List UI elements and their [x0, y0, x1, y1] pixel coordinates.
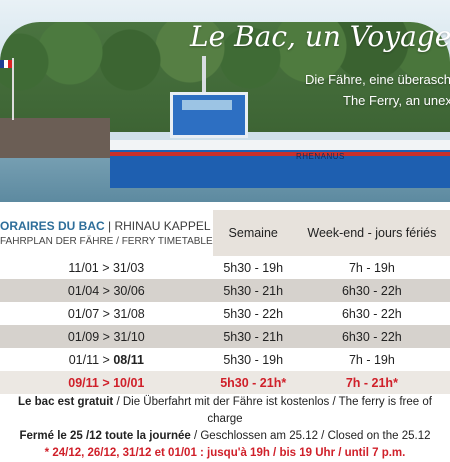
french-flag-icon	[0, 60, 12, 68]
ferry-cabin-window	[182, 100, 232, 110]
table-row: 11/01 > 31/03 5h30 - 19h 7h - 19h	[0, 256, 450, 279]
note-closed: Fermé le 25 /12 toute la journée / Gesch…	[0, 428, 450, 445]
period-end: 08/11	[113, 352, 144, 367]
period-cell: 11/01 > 31/03	[0, 256, 213, 279]
week-hours-cell: 5h30 - 19h	[212, 256, 294, 279]
weekend-hours-cell: 7h - 19h	[293, 348, 450, 371]
week-hours-cell: 5h30 - 19h	[212, 348, 294, 371]
ferry-mast	[202, 56, 206, 96]
weekend-hours-cell: 6h30 - 22h	[293, 302, 450, 325]
dock-barge	[0, 118, 110, 158]
timetable-heading-main: ORAIRES DU BAC	[0, 219, 105, 233]
ferry-cabin	[170, 92, 248, 138]
week-hours-cell: 5h30 - 22h	[212, 302, 294, 325]
week-hours-cell: 5h30 - 21h*	[212, 371, 294, 394]
flagpole	[12, 58, 14, 120]
weekend-hours-cell: 7h - 19h	[293, 256, 450, 279]
ferry-hull-stripe	[110, 152, 450, 156]
column-header-week: Semaine	[212, 210, 294, 256]
column-header-weekend: Week-end - jours fériés	[293, 210, 450, 256]
timetable-heading: ORAIRES DU BAC | RHINAU KAPPEL FAHRPLAN …	[0, 210, 213, 256]
timetable-heading-sub: FAHRPLAN DER FÄHRE / FERRY TIMETABLE	[0, 236, 213, 247]
hero-title: Le Bac, un Voyage inatt	[190, 20, 450, 53]
table-row: 01/11 > 08/11 5h30 - 19h 7h - 19h	[0, 348, 450, 371]
note-free-bold: Le bac est gratuit	[18, 396, 114, 408]
ferry-timetable: ORAIRES DU BAC | RHINAU KAPPEL FAHRPLAN …	[0, 210, 450, 394]
week-hours-cell: 5h30 - 21h	[212, 325, 294, 348]
week-hours-cell: 5h30 - 21h	[212, 279, 294, 302]
ship-name: RHENANUS	[296, 152, 345, 161]
weekend-hours-cell: 6h30 - 22h	[293, 325, 450, 348]
period-cell: 01/09 > 31/10	[0, 325, 213, 348]
timetable-header: ORAIRES DU BAC | RHINAU KAPPEL FAHRPLAN …	[0, 210, 450, 256]
weekend-hours-cell: 6h30 - 22h	[293, 279, 450, 302]
timetable-notes: Le bac est gratuit / Die Überfahrt mit d…	[0, 394, 450, 462]
hero-subtitle-en: The Ferry, an unexpec	[343, 93, 450, 108]
note-closed-rest: / Geschlossen am 25.12 / Closed on the 2…	[190, 430, 431, 442]
period-cell: 01/11 > 08/11	[0, 348, 213, 371]
table-row: 01/07 > 31/08 5h30 - 22h 6h30 - 22h	[0, 302, 450, 325]
period-cell: 01/07 > 31/08	[0, 302, 213, 325]
period-cell: 09/11 > 10/01	[0, 371, 213, 394]
table-row: 01/04 > 30/06 5h30 - 21h 6h30 - 22h	[0, 279, 450, 302]
timetable-heading-place: | RHINAU KAPPEL	[108, 219, 211, 233]
table-row: 01/09 > 31/10 5h30 - 21h 6h30 - 22h	[0, 325, 450, 348]
weekend-hours-cell: 7h - 21h*	[293, 371, 450, 394]
note-free-rest: / Die Überfahrt mit der Fähre ist kosten…	[113, 396, 432, 425]
note-closed-bold: Fermé le 25 /12 toute la journée	[19, 430, 191, 442]
hero-photo: RHENANUS Le Bac, un Voyage inatt Die Fäh…	[0, 0, 450, 202]
ferry-hull	[110, 140, 450, 188]
note-holiday: * 24/12, 26/12, 31/12 et 01/01 : jusqu'à…	[44, 447, 406, 459]
table-row: 09/11 > 10/01 5h30 - 21h* 7h - 21h*	[0, 371, 450, 394]
note-free: Le bac est gratuit / Die Überfahrt mit d…	[0, 394, 450, 428]
hero-subtitle-de: Die Fähre, eine überaschende	[305, 72, 450, 87]
period-start: 01/11 >	[68, 352, 114, 367]
period-cell: 01/04 > 30/06	[0, 279, 213, 302]
